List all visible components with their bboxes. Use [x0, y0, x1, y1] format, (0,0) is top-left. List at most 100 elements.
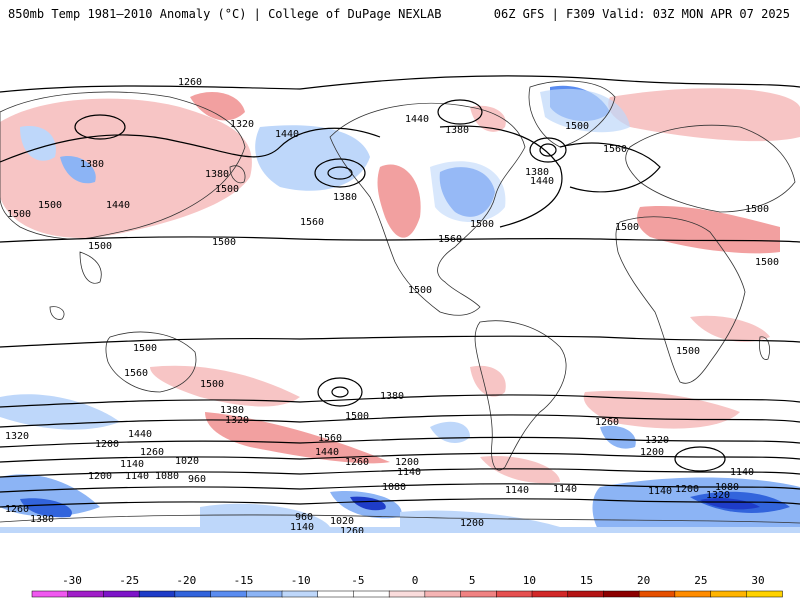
map-title: 850mb Temp 1981–2010 Anomaly (°C) | Coll… [8, 7, 442, 21]
contour-label: 1260 [340, 526, 364, 533]
colorbar-tick-label: -15 [234, 574, 254, 587]
colorbar-swatch [603, 590, 640, 598]
colorbar-swatch [31, 590, 69, 598]
contour-label: 1140 [553, 484, 577, 495]
contour-label: 1380 [205, 169, 229, 180]
contour-labels: 1260 1320 1440 1380 1500 1560 1380 1500 … [5, 77, 779, 533]
contour-label: 1380 [380, 391, 404, 402]
contour-label: 1500 [615, 222, 639, 233]
contour-label: 1500 [7, 209, 31, 220]
colorbar-swatch [103, 590, 140, 598]
contour-label: 1080 [382, 482, 406, 493]
colorbar-tick-label: -5 [351, 574, 364, 587]
contour-label: 1260 [345, 457, 369, 468]
contour-label: 1500 [133, 343, 157, 354]
colorbar-tick-label: -10 [291, 574, 311, 587]
colorbar-swatch [567, 590, 605, 598]
contour-label: 1320 [225, 415, 249, 426]
contour-label: 1440 [530, 176, 554, 187]
contour-label: 1500 [565, 121, 589, 132]
contour-label: 1200 [640, 447, 664, 458]
colorbar: -30 -25 -20 -15 -10 -5 0 5 10 15 20 25 30 [31, 574, 783, 598]
contour-label: 1500 [215, 184, 239, 195]
contour-label: 1500 [755, 257, 779, 268]
contour-label: 1500 [212, 237, 236, 248]
contour-label: 1560 [603, 144, 627, 155]
anomaly-map: 1260 1320 1440 1380 1500 1560 1380 1500 … [0, 67, 800, 533]
contour-label: 1440 [275, 129, 299, 140]
contour-label: 1560 [438, 234, 462, 245]
contour-label: 1440 [315, 447, 339, 458]
contour-label: 960 [295, 512, 313, 523]
contour-label: 1380 [445, 125, 469, 136]
contour-label: 1200 [460, 518, 484, 529]
colorbar-swatch [746, 590, 783, 598]
colorbar-tick-label: 25 [694, 574, 707, 587]
contour-label: 1140 [125, 471, 149, 482]
contour-label: 1140 [505, 485, 529, 496]
contour-label: 960 [188, 474, 206, 485]
colorbar-tick-label: -20 [176, 574, 196, 587]
colorbar-tick-label: 20 [637, 574, 650, 587]
colorbar-tick-label: 5 [469, 574, 476, 587]
contour-label: 1260 [178, 77, 202, 88]
colorbar-tick-label: -30 [62, 574, 82, 587]
colorbar-tick-label: 10 [523, 574, 536, 587]
contour-label: 1440 [106, 200, 130, 211]
contour-label: 1260 [595, 417, 619, 428]
colorbar-swatch [317, 590, 355, 598]
colorbar-tick-label: -25 [119, 574, 139, 587]
contour-label: 1380 [525, 167, 549, 178]
colorbar-tick-label: 0 [412, 574, 419, 587]
contour-label: 1500 [88, 241, 112, 252]
contour-label: 1320 [706, 490, 730, 501]
colorbar-swatch [496, 590, 533, 598]
colorbar-ticks: -30 -25 -20 -15 -10 -5 0 5 10 15 20 25 30 [62, 574, 765, 587]
contour-label: 1020 [175, 456, 199, 467]
contour-label: 1320 [5, 431, 29, 442]
contour-label: 1500 [200, 379, 224, 390]
contour-label: 1500 [345, 411, 369, 422]
contour-label: 1500 [676, 346, 700, 357]
colorbar-swatch [246, 590, 283, 598]
colorbar-swatch [674, 590, 712, 598]
map-header: 850mb Temp 1981–2010 Anomaly (°C) | Coll… [0, 0, 800, 34]
contour-label: 1500 [408, 285, 432, 296]
contour-label: 1020 [330, 516, 354, 527]
contour-label: 1380 [30, 514, 54, 525]
contour-label: 1320 [230, 119, 254, 130]
contour-label: 1440 [128, 429, 152, 440]
contour-label: 1140 [397, 467, 421, 478]
contour-label: 1260 [5, 504, 29, 515]
colorbar-tick-label: 30 [751, 574, 764, 587]
contour-label: 1260 [140, 447, 164, 458]
contour-label: 1320 [645, 435, 669, 446]
colorbar-swatches [31, 590, 783, 598]
colorbar-swatch [138, 590, 176, 598]
contour-label: 1560 [124, 368, 148, 379]
colorbar-swatch [424, 590, 462, 598]
colorbar-swatch [174, 590, 212, 598]
contour-label: 1440 [405, 114, 429, 125]
contour-label: 1380 [333, 192, 357, 203]
colorbar-swatch [353, 590, 390, 598]
contour-label: 1380 [220, 405, 244, 416]
contour-label: 1200 [395, 457, 419, 468]
colorbar-swatch [460, 590, 498, 598]
contour-label: 1500 [745, 204, 769, 215]
height-contours [0, 75, 800, 508]
contour-label: 1140 [120, 459, 144, 470]
contour-label: 1080 [155, 471, 179, 482]
colorbar-swatch [638, 590, 676, 598]
colorbar-swatch [388, 590, 426, 598]
contour-label: 1200 [675, 484, 699, 495]
contour-label: 1500 [38, 200, 62, 211]
model-run-info: 06Z GFS | F309 Valid: 03Z MON APR 07 202… [493, 7, 790, 21]
contour-label: 1200 [95, 439, 119, 450]
contour-label: 1140 [730, 467, 754, 478]
colorbar-swatch [531, 590, 569, 598]
contour-label: 1560 [300, 217, 324, 228]
contour-label: 1380 [80, 159, 104, 170]
colorbar-tick-label: 15 [580, 574, 593, 587]
contour-label: 1200 [88, 471, 112, 482]
